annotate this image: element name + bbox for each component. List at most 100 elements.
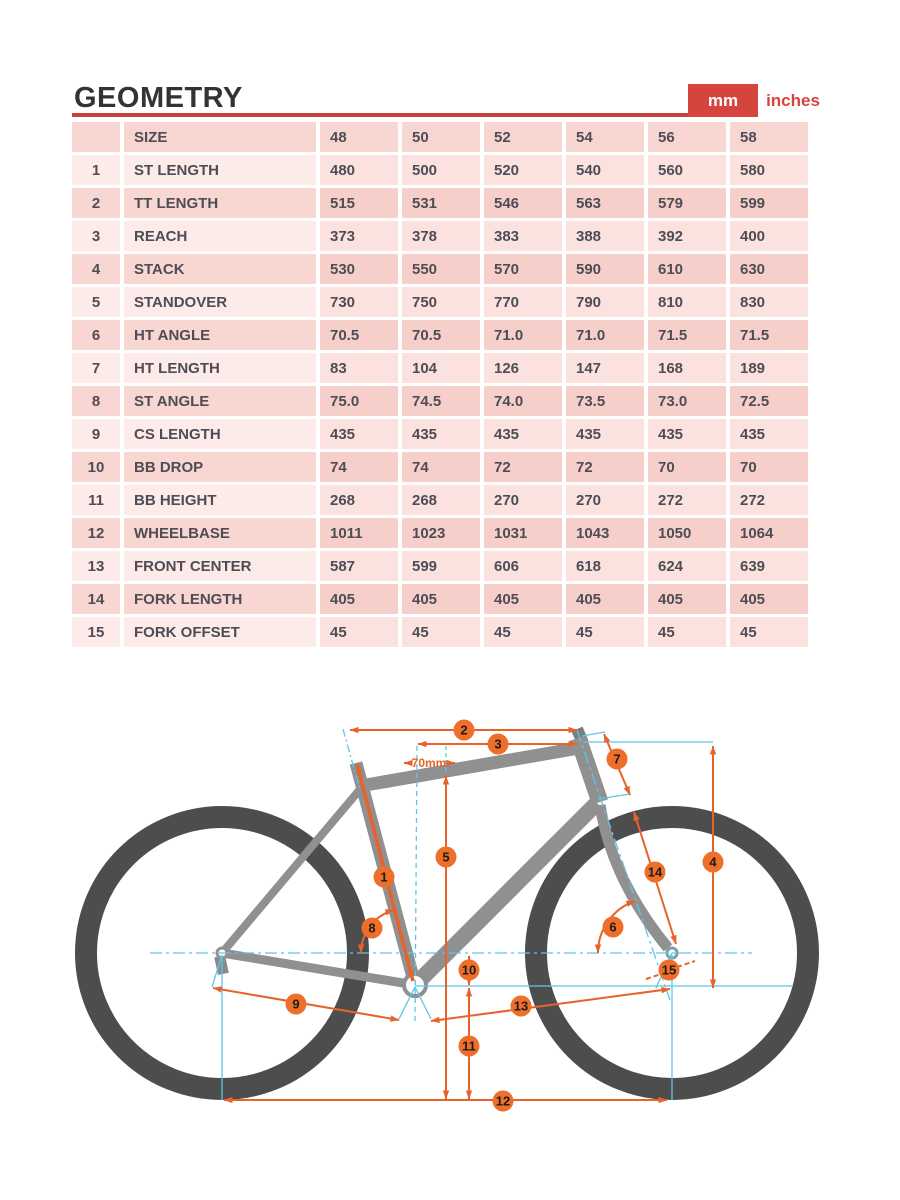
dim-badge-10: 10 bbox=[458, 959, 480, 981]
row-value: 435 bbox=[320, 419, 398, 449]
row-value: 435 bbox=[730, 419, 808, 449]
row-number: 4 bbox=[72, 254, 120, 284]
row-value: 405 bbox=[730, 584, 808, 614]
row-value: 72 bbox=[566, 452, 644, 482]
seatstay-tube bbox=[218, 784, 366, 956]
header-size-value: 54 bbox=[566, 122, 644, 152]
svg-text:10: 10 bbox=[462, 963, 476, 978]
row-value: 72 bbox=[484, 452, 562, 482]
table-row: 4 STACK 530 550 570 590 610 630 bbox=[72, 254, 808, 284]
ht-tick-top bbox=[581, 731, 606, 737]
row-label: BB DROP bbox=[124, 452, 316, 482]
table-row: 1 ST LENGTH 480 500 520 540 560 580 bbox=[72, 155, 808, 185]
svg-text:13: 13 bbox=[514, 999, 528, 1014]
row-value: 270 bbox=[566, 485, 644, 515]
svg-text:11: 11 bbox=[462, 1039, 476, 1054]
row-value: 75.0 bbox=[320, 386, 398, 416]
dim-badge-7: 7 bbox=[606, 748, 628, 770]
row-value: 71.5 bbox=[730, 320, 808, 350]
row-value: 126 bbox=[484, 353, 562, 383]
title-underline bbox=[72, 113, 828, 117]
row-number: 6 bbox=[72, 320, 120, 350]
dim-badge-13: 13 bbox=[510, 995, 532, 1017]
row-value: 1011 bbox=[320, 518, 398, 548]
row-value: 590 bbox=[566, 254, 644, 284]
row-value: 580 bbox=[730, 155, 808, 185]
down-tube bbox=[409, 797, 603, 991]
chainstay-tube bbox=[221, 948, 416, 990]
row-number: 9 bbox=[72, 419, 120, 449]
dim-badge-6: 6 bbox=[602, 916, 624, 938]
row-label: ST ANGLE bbox=[124, 386, 316, 416]
row-value: 630 bbox=[730, 254, 808, 284]
row-label: FORK LENGTH bbox=[124, 584, 316, 614]
unit-toggle-mm[interactable]: mm bbox=[688, 84, 758, 117]
row-number: 2 bbox=[72, 188, 120, 218]
dim-badge-2: 2 bbox=[453, 719, 475, 741]
table-row: 15 FORK OFFSET 45 45 45 45 45 45 bbox=[72, 617, 808, 647]
table-row: 2 TT LENGTH 515 531 546 563 579 599 bbox=[72, 188, 808, 218]
row-value: 531 bbox=[402, 188, 480, 218]
row-value: 435 bbox=[566, 419, 644, 449]
header-num-cell bbox=[72, 122, 120, 152]
dim-badge-4: 4 bbox=[702, 851, 724, 873]
table-row: 14 FORK LENGTH 405 405 405 405 405 405 bbox=[72, 584, 808, 614]
header-size-value: 48 bbox=[320, 122, 398, 152]
row-value: 74.5 bbox=[402, 386, 480, 416]
row-value: 45 bbox=[320, 617, 398, 647]
header-size-value: 52 bbox=[484, 122, 562, 152]
row-label: CS LENGTH bbox=[124, 419, 316, 449]
row-value: 392 bbox=[648, 221, 726, 251]
dim-badge-11: 11 bbox=[458, 1035, 480, 1057]
row-value: 435 bbox=[402, 419, 480, 449]
row-value: 378 bbox=[402, 221, 480, 251]
row-value: 400 bbox=[730, 221, 808, 251]
row-value: 810 bbox=[648, 287, 726, 317]
svg-text:2: 2 bbox=[460, 723, 467, 738]
row-value: 606 bbox=[484, 551, 562, 581]
dim-badge-9: 9 bbox=[285, 993, 307, 1015]
row-value: 268 bbox=[402, 485, 480, 515]
row-value: 388 bbox=[566, 221, 644, 251]
row-value: 587 bbox=[320, 551, 398, 581]
front-axle-marker bbox=[667, 948, 677, 958]
header-size-value: 50 bbox=[402, 122, 480, 152]
row-value: 550 bbox=[402, 254, 480, 284]
row-value: 530 bbox=[320, 254, 398, 284]
row-value: 563 bbox=[566, 188, 644, 218]
row-value: 750 bbox=[402, 287, 480, 317]
row-value: 45 bbox=[402, 617, 480, 647]
row-value: 1031 bbox=[484, 518, 562, 548]
row-value: 74 bbox=[320, 452, 398, 482]
table-header-row: SIZE 48 50 52 54 56 58 bbox=[72, 122, 808, 152]
row-value: 1023 bbox=[402, 518, 480, 548]
setback-label: 70mm bbox=[412, 756, 447, 770]
row-label: ST LENGTH bbox=[124, 155, 316, 185]
row-label: HT LENGTH bbox=[124, 353, 316, 383]
row-value: 70 bbox=[648, 452, 726, 482]
bb-v-guide-left bbox=[398, 986, 416, 1020]
head-tube bbox=[569, 735, 609, 805]
row-value: 45 bbox=[730, 617, 808, 647]
rear-dim9-tick bbox=[211, 954, 223, 988]
svg-text:4: 4 bbox=[709, 855, 717, 870]
table-row: 5 STANDOVER 730 750 770 790 810 830 bbox=[72, 287, 808, 317]
geometry-table-head: SIZE 48 50 52 54 56 58 bbox=[72, 122, 808, 152]
row-label: STACK bbox=[124, 254, 316, 284]
row-label: TT LENGTH bbox=[124, 188, 316, 218]
row-value: 570 bbox=[484, 254, 562, 284]
table-row: 9 CS LENGTH 435 435 435 435 435 435 bbox=[72, 419, 808, 449]
row-value: 272 bbox=[730, 485, 808, 515]
row-value: 830 bbox=[730, 287, 808, 317]
svg-text:1: 1 bbox=[380, 870, 387, 885]
row-value: 45 bbox=[484, 617, 562, 647]
row-value: 70 bbox=[730, 452, 808, 482]
dim-badge-8: 8 bbox=[361, 917, 383, 939]
unit-toggle-inches[interactable]: inches bbox=[758, 84, 828, 117]
construction-guides bbox=[150, 728, 793, 1100]
row-label: FORK OFFSET bbox=[124, 617, 316, 647]
dim-front-center bbox=[430, 986, 671, 1024]
table-row: 6 HT ANGLE 70.5 70.5 71.0 71.0 71.5 71.5 bbox=[72, 320, 808, 350]
